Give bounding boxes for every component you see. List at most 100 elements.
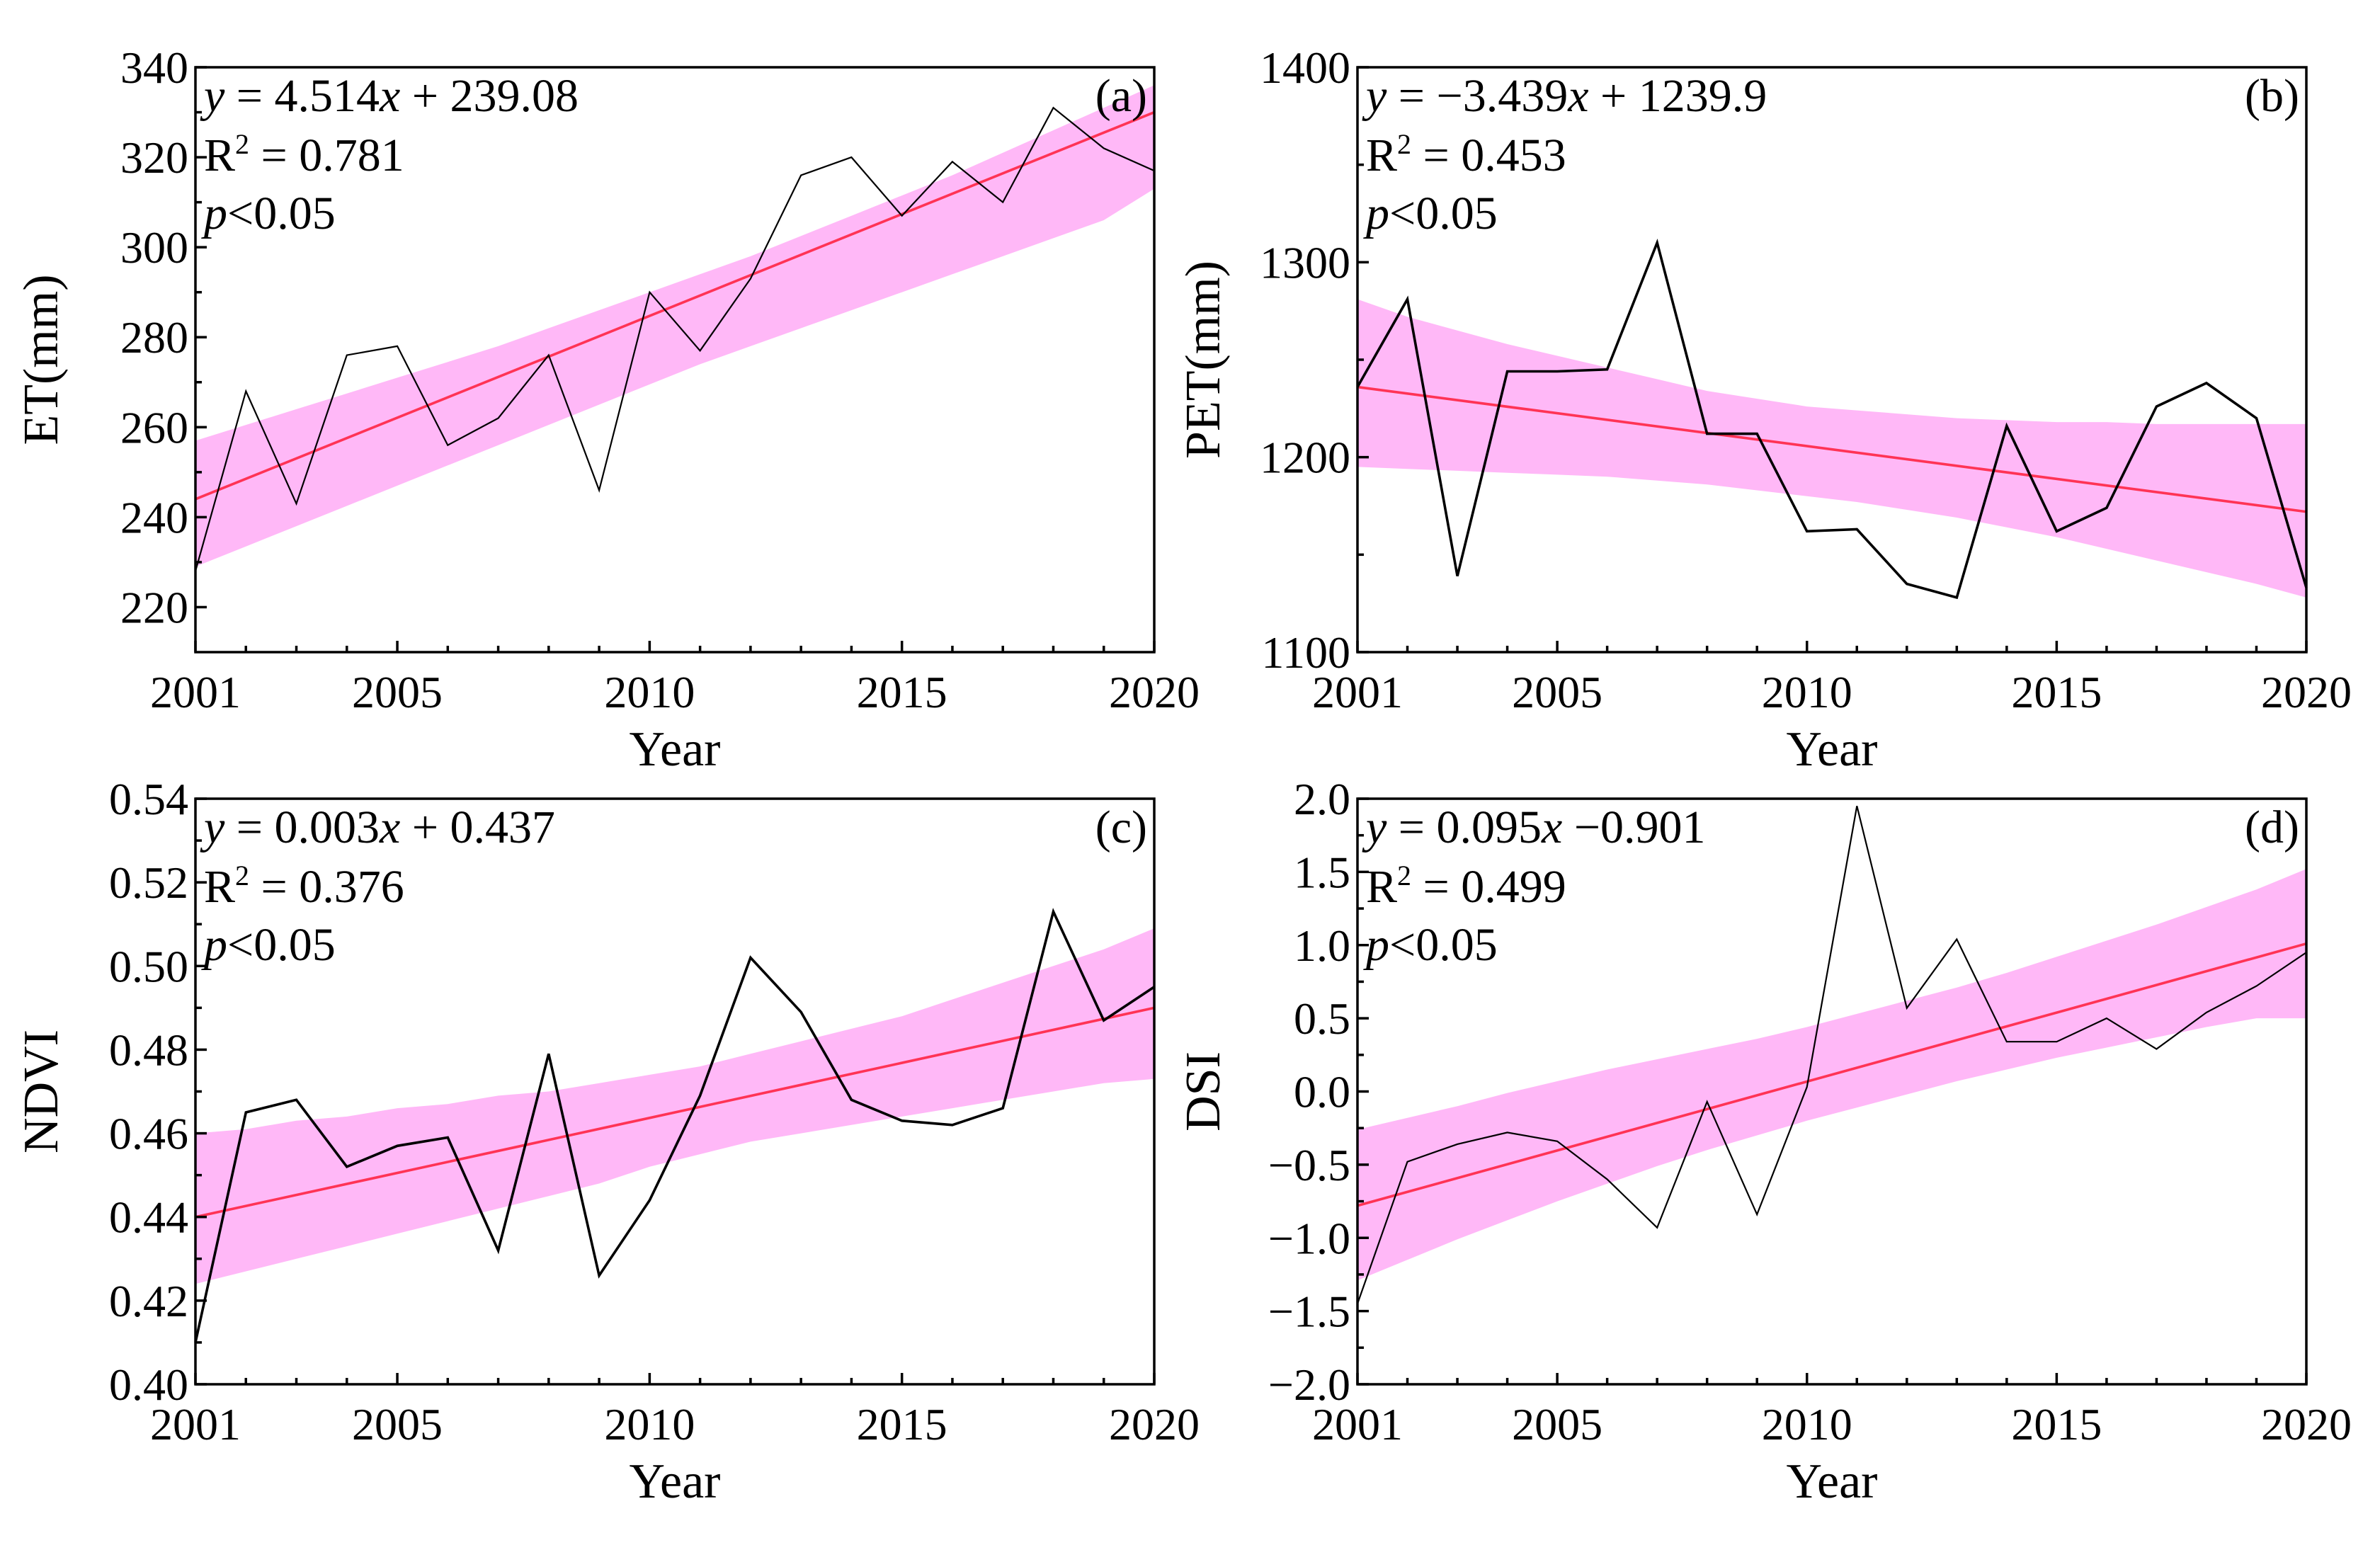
data-series-line — [1356, 806, 2307, 1304]
x-axis-title: Year — [1787, 1454, 1878, 1509]
eq-intercept: −0.901 — [1562, 802, 1705, 853]
x-tick-label: 2010 — [604, 1399, 695, 1449]
panel-b-pet: 2001 2005 2010 2015 2020 1100 1200 1300 1400 y =… — [1176, 42, 2352, 777]
y-axis-title: ET(mm) — [14, 274, 69, 445]
data-series-line — [194, 106, 1155, 571]
data-point-2002 — [241, 387, 250, 396]
eq-variable: x — [379, 802, 400, 853]
eq-variable: x — [379, 70, 400, 122]
p-value: <0.05 — [1389, 919, 1498, 971]
p-value-annotation: p<0.05 — [1363, 919, 1498, 971]
eq-intercept: + 239.08 — [400, 70, 579, 122]
data-point-2015 — [2052, 527, 2061, 535]
x-tick-label: 2010 — [1762, 1399, 1852, 1449]
data-series-line — [194, 908, 1155, 1343]
data-point-2015 — [898, 212, 906, 220]
x-tick-label: 2005 — [352, 1399, 443, 1449]
data-point-2018 — [1049, 103, 1058, 112]
y-tick-label: 1.0 — [1294, 920, 1350, 971]
panel-label: (d) — [2245, 802, 2299, 853]
y-tick-label: 1300 — [1260, 237, 1350, 287]
y-tick-label: 0.52 — [109, 857, 188, 908]
data-point-2012 — [1903, 580, 1911, 588]
p-symbol: p — [1363, 919, 1389, 971]
y-tick-label: 0.42 — [109, 1276, 188, 1326]
x-tick-label: 2010 — [1762, 667, 1852, 717]
data-point-2011 — [1852, 802, 1861, 810]
r2-value: = 0.453 — [1411, 130, 1566, 181]
data-point-2016 — [2102, 503, 2111, 512]
data-point-2018 — [1049, 908, 1058, 916]
regression-equation: y = 0.003x + 0.437 — [200, 802, 555, 853]
data-point-2018 — [2202, 1008, 2211, 1017]
data-point-2014 — [847, 153, 855, 161]
data-point-2009 — [1753, 1210, 1761, 1219]
regression-fit-line — [1357, 385, 2307, 513]
regression-fit-line — [195, 1006, 1155, 1219]
x-tick-label: 2005 — [1512, 1399, 1602, 1449]
data-point-2008 — [545, 1049, 553, 1058]
regression-equation: y = −3.439x + 1239.9 — [1362, 70, 1767, 122]
data-point-2015 — [898, 1117, 906, 1125]
data-point-2004 — [343, 1163, 351, 1171]
data-point-2007 — [1653, 1224, 1661, 1232]
x-axis-title: Year — [630, 722, 721, 777]
y-tick-label: 340 — [120, 42, 188, 93]
data-point-2009 — [1753, 430, 1761, 438]
regression-equation: y = 0.095x −0.901 — [1362, 802, 1706, 853]
r2-value: = 0.499 — [1411, 861, 1566, 913]
plot-frame — [194, 66, 1156, 654]
data-point-2013 — [797, 1008, 805, 1016]
p-value-annotation: p<0.05 — [201, 919, 336, 971]
data-point-2006 — [443, 1134, 452, 1142]
panel-c-ndvi: 2001 2005 2010 2015 2020 0.40 0.42 0.44 0.46 0.48… — [14, 774, 1200, 1509]
data-point-2010 — [645, 288, 654, 297]
panel-label: (c) — [1095, 802, 1147, 853]
data-point-2009 — [595, 486, 603, 494]
data-point-2019 — [2253, 982, 2261, 991]
panel-d-dsi: 2001 2005 2010 2015 2020 −2.0 −1.5 −1.0 −0.5 0.0 0… — [1176, 774, 2352, 1509]
data-point-2010 — [1803, 1083, 1811, 1091]
data-point-2013 — [797, 171, 805, 180]
y-axis-title: DSI — [1176, 1051, 1231, 1131]
data-point-2016 — [948, 157, 957, 166]
data-point-2010 — [645, 1196, 654, 1204]
data-point-2005 — [1553, 1137, 1561, 1146]
data-point-2005 — [393, 342, 402, 350]
r-squared-annotation: R2 = 0.453 — [1366, 128, 1566, 181]
data-point-2005 — [1553, 367, 1561, 376]
x-tick-label: 2001 — [1312, 667, 1403, 717]
eq-lhs: y — [200, 802, 225, 853]
y-tick-label: 1400 — [1260, 42, 1350, 93]
data-point-2007 — [1653, 239, 1661, 247]
y-tick-label: 1100 — [1261, 627, 1350, 678]
data-point-2004 — [343, 351, 351, 360]
y-tick-label: −1.0 — [1268, 1213, 1350, 1263]
y-tick-label: 280 — [120, 312, 188, 363]
data-point-2003 — [1453, 1140, 1462, 1148]
x-tick-label: 2020 — [2261, 1399, 2352, 1449]
data-point-2016 — [948, 1121, 957, 1129]
x-tick-label: 2015 — [857, 1399, 947, 1449]
x-tick-label: 2001 — [150, 1399, 241, 1449]
eq-lhs: y — [1362, 802, 1387, 853]
x-tick-label: 2005 — [1512, 667, 1602, 717]
data-point-2011 — [696, 1091, 705, 1100]
y-tick-label: 1200 — [1260, 433, 1350, 483]
data-point-2008 — [1703, 430, 1712, 438]
y-tick-label: 240 — [120, 492, 188, 542]
data-point-2019 — [1100, 1016, 1108, 1025]
p-symbol: p — [201, 188, 227, 239]
data-point-2003 — [292, 1095, 301, 1104]
p-value-annotation: p<0.05 — [1363, 188, 1498, 239]
r2-symbol: R — [1366, 861, 1397, 913]
data-point-2017 — [998, 198, 1007, 207]
data-point-2008 — [1703, 1098, 1712, 1106]
r2-superscript: 2 — [1397, 860, 1411, 891]
r2-superscript: 2 — [1397, 128, 1411, 160]
x-tick-label: 2001 — [150, 667, 241, 717]
p-value: <0.05 — [1389, 188, 1498, 239]
p-symbol: p — [1363, 188, 1389, 239]
data-point-2015 — [2052, 1037, 2061, 1046]
